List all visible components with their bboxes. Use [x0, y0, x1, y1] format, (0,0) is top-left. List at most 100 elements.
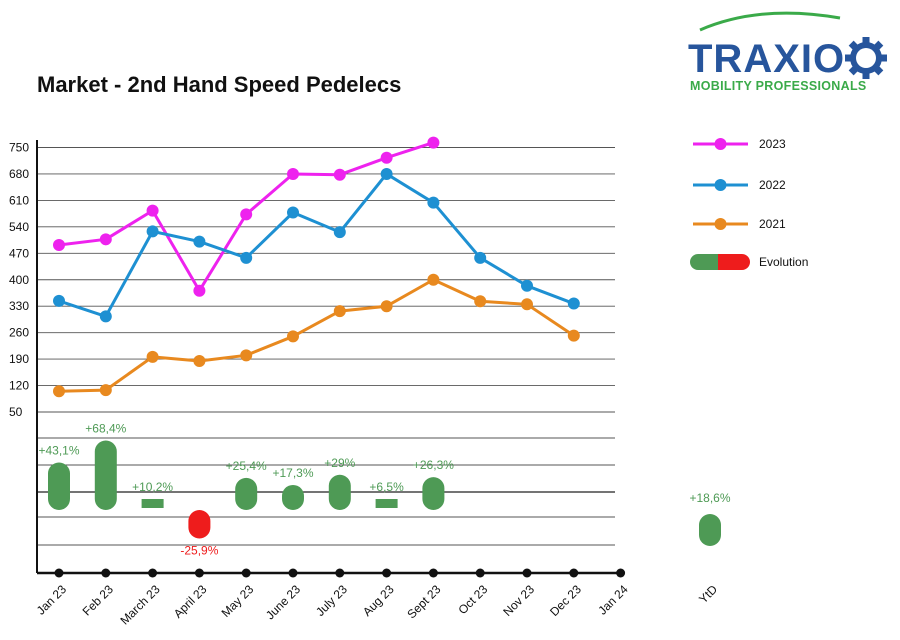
data-point-2023 [53, 238, 65, 251]
data-point-2022 [427, 196, 440, 209]
x-tick-marker [569, 568, 579, 578]
data-point-2021 [287, 330, 299, 343]
data-point-2023 [193, 284, 206, 297]
evolution-label: +10,2% [132, 480, 173, 494]
y-tick-label: 470 [9, 246, 29, 260]
y-tick-label: 610 [9, 193, 29, 207]
evolution-bar [48, 462, 70, 510]
x-tick-marker [475, 568, 485, 578]
evolution-bar [375, 499, 398, 508]
legend: 2023 2022 2021 Evolution [690, 137, 808, 270]
data-point-2023 [240, 208, 253, 221]
data-point-2023 [146, 204, 159, 217]
data-point-2021 [53, 385, 65, 398]
legend-label-2022: 2022 [759, 178, 786, 192]
y-tick-label: 750 [9, 141, 29, 155]
x-tick-label: March 23 [117, 582, 163, 628]
x-tick-label: Aug 23 [360, 582, 397, 619]
x-axis-ticks: Jan 23 Feb 23 March 23 April 23 May 23 June 2… [34, 568, 720, 628]
series-line-2021 [58, 278, 575, 393]
x-tick-marker [148, 568, 158, 578]
legend-marker-2022 [714, 179, 727, 191]
x-tick-label: Oct 23 [455, 582, 490, 617]
data-point-2022 [193, 235, 206, 248]
legend-marker-2023 [714, 138, 727, 150]
gear-tooth [862, 37, 870, 45]
logo-tagline: MOBILITY PROFESSIONALS [690, 79, 867, 93]
x-tick-marker [194, 568, 204, 578]
x-tick-label: Sept 23 [404, 582, 443, 621]
x-tick-marker [382, 568, 392, 578]
logo-swoosh [699, 11, 841, 32]
data-point-2021 [474, 295, 487, 308]
data-point-2023 [99, 233, 112, 246]
data-point-2023 [333, 168, 346, 181]
evolution-bar [235, 477, 258, 510]
x-tick-marker [241, 568, 251, 578]
axes [36, 140, 618, 575]
data-point-2021 [380, 300, 393, 313]
x-tick-marker [54, 568, 64, 578]
y-tick-label: 330 [9, 299, 29, 313]
x-tick-marker [522, 568, 532, 578]
y-tick-label: 400 [9, 273, 29, 287]
traxio-logo: TRAXIO MOBILITY PROFESSIONALS [688, 11, 887, 93]
evolution-label: +29% [324, 456, 355, 470]
legend-marker-2021 [714, 218, 727, 230]
gear-tooth [862, 71, 870, 79]
ytd-label: +18,6% [689, 491, 730, 505]
y-tick-label: 260 [9, 326, 29, 340]
data-point-2021 [567, 329, 580, 342]
x-tick-marker [335, 568, 345, 578]
data-point-2022 [99, 310, 112, 323]
x-tick-marker [288, 568, 298, 578]
data-point-2022 [567, 297, 580, 310]
data-point-2021 [99, 384, 112, 397]
data-point-2021 [193, 354, 206, 367]
legend-label-evolution: Evolution [759, 255, 808, 269]
data-point-2022 [333, 226, 346, 239]
logo-brand: TRAXIO [688, 37, 845, 81]
data-point-2023 [380, 151, 393, 164]
evolution-bar [422, 477, 445, 510]
evolution-label: -25,9% [180, 543, 218, 557]
data-point-2022 [240, 251, 253, 264]
data-point-2022 [521, 279, 533, 292]
data-point-2021 [146, 350, 159, 363]
y-tick-label: 540 [9, 220, 29, 234]
evolution-label: +26,3% [413, 458, 454, 472]
x-tick-label: Jan 24 [595, 582, 631, 618]
y-tick-label: 190 [9, 352, 29, 366]
x-tick-label: Dec 23 [547, 582, 584, 619]
evolution-bar [282, 484, 304, 510]
data-point-2021 [427, 273, 440, 286]
x-tick-label: April 23 [171, 582, 210, 621]
evolution-bar [94, 440, 117, 510]
y-tick-label: 120 [9, 379, 29, 393]
evolution-label: +17,3% [272, 466, 313, 480]
gear-hole [856, 48, 876, 68]
evolution-bar [141, 499, 164, 508]
data-point-2022 [53, 294, 65, 307]
x-tick-label: Jan 23 [34, 582, 70, 618]
legend-swatch-join [718, 254, 728, 270]
y-axis-ticks: 50 120 190 260 330 400 470 540 610 680 750 [9, 141, 29, 420]
evolution-bar [188, 510, 211, 539]
ytd-tick-label: YtD [696, 582, 720, 606]
evolution-bar [328, 474, 351, 510]
y-tick-label: 50 [9, 405, 23, 419]
x-tick-label: Feb 23 [80, 582, 117, 619]
data-point-2022 [287, 206, 299, 219]
data-point-2021 [240, 349, 253, 362]
x-tick-label: June 23 [263, 582, 303, 622]
data-point-2022 [474, 251, 487, 264]
evolution-bars: +43,1% +68,4% +10,2% -25,9% +25,4% +17,3% +29%… [38, 421, 730, 557]
ytd-bar [699, 514, 721, 546]
x-tick-label: Nov 23 [500, 582, 537, 619]
data-point-2023 [287, 167, 299, 180]
legend-label-2023: 2023 [759, 137, 786, 151]
data-point-2023 [427, 136, 440, 149]
data-point-2022 [146, 225, 159, 238]
evolution-label: +68,4% [85, 421, 126, 435]
